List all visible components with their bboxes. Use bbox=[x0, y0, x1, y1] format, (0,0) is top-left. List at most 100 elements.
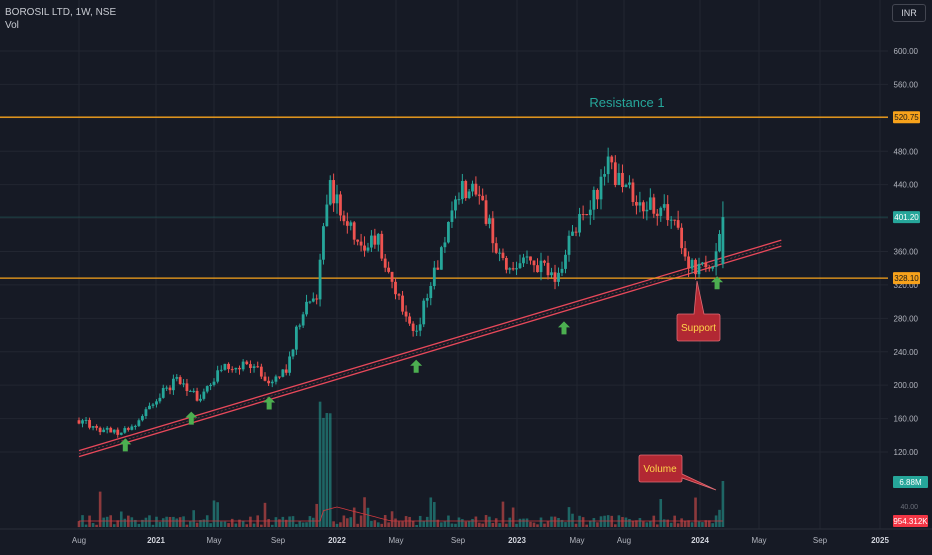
volume-value-badge[interactable] bbox=[893, 476, 928, 488]
up-arrow-icon[interactable] bbox=[410, 359, 423, 373]
up-arrow-icon[interactable] bbox=[711, 276, 724, 290]
candle-body bbox=[588, 209, 592, 216]
candle-body bbox=[116, 429, 120, 435]
candle-body bbox=[394, 281, 397, 295]
volume-bar bbox=[581, 517, 585, 527]
volume-value-badge[interactable] bbox=[893, 515, 928, 527]
volume-bar bbox=[701, 522, 704, 527]
candle-body bbox=[557, 272, 560, 282]
candle-body bbox=[560, 268, 564, 273]
volume-bar bbox=[553, 516, 557, 527]
volume-bar bbox=[394, 518, 397, 527]
price-label-badge[interactable] bbox=[893, 272, 920, 285]
volume-bar bbox=[189, 521, 192, 527]
volume-bar bbox=[599, 516, 603, 527]
time-axis[interactable]: Aug 2021 May Sep 2022 May Sep 2023 May Aug 2024 May… bbox=[0, 528, 932, 545]
volume-callout[interactable]: Volume bbox=[638, 454, 717, 491]
candle-body bbox=[109, 427, 113, 433]
currency-button[interactable]: INR bbox=[892, 4, 926, 22]
candle-body bbox=[328, 180, 332, 205]
resistance-label[interactable]: Resistance 1 bbox=[589, 95, 664, 110]
support-callout[interactable]: Support bbox=[676, 280, 721, 342]
candle-body bbox=[216, 370, 220, 382]
volume-bar bbox=[288, 516, 291, 527]
candle-body bbox=[641, 202, 645, 212]
candle-body bbox=[515, 268, 518, 270]
volume-bar bbox=[356, 523, 359, 527]
candle-body bbox=[308, 301, 312, 303]
price-tick-label: 280.00 bbox=[894, 314, 919, 323]
candle-body bbox=[518, 263, 522, 269]
candle-body bbox=[98, 427, 102, 433]
price-label-text: 401.20 bbox=[894, 213, 919, 222]
volume-bar bbox=[182, 516, 185, 527]
volume-bar bbox=[116, 520, 120, 527]
time-tick-label: Sep bbox=[271, 536, 286, 545]
volume-annotation-label[interactable]: Volume bbox=[643, 464, 677, 475]
time-tick-label: 2024 bbox=[691, 536, 709, 545]
volume-bar bbox=[718, 509, 721, 527]
volume-bar bbox=[298, 521, 302, 527]
volume-bar bbox=[525, 518, 529, 527]
price-label-badge[interactable] bbox=[893, 211, 920, 224]
candle-body bbox=[662, 204, 666, 208]
time-tick-label: 2023 bbox=[508, 536, 526, 545]
candle-body bbox=[165, 387, 169, 389]
volume-callout-box[interactable] bbox=[638, 454, 717, 491]
volume-bar bbox=[325, 413, 329, 527]
volume-bar bbox=[263, 502, 267, 527]
volume-bar bbox=[433, 502, 436, 527]
volume-bar bbox=[585, 524, 589, 527]
support-label[interactable]: Support bbox=[681, 323, 716, 334]
support-trendline[interactable] bbox=[78, 239, 782, 458]
candle-body bbox=[415, 330, 419, 332]
price-label-badge[interactable] bbox=[893, 111, 920, 124]
candle-body bbox=[102, 429, 106, 433]
volume-bar bbox=[436, 519, 440, 527]
up-arrow-icon[interactable] bbox=[185, 411, 198, 425]
candle-body bbox=[387, 267, 391, 272]
candle-body bbox=[484, 200, 488, 224]
volume-bar bbox=[481, 523, 484, 527]
volume-bar bbox=[260, 524, 263, 527]
volume-bar bbox=[560, 519, 564, 527]
volume-bar bbox=[91, 523, 95, 527]
candle-body bbox=[335, 194, 339, 204]
volume-bar bbox=[557, 517, 560, 527]
volume-bar bbox=[141, 519, 144, 527]
candlesticks bbox=[77, 147, 725, 438]
candle-body bbox=[267, 380, 271, 384]
volume-bar bbox=[252, 523, 256, 527]
volume-bar bbox=[387, 522, 390, 527]
candle-body bbox=[429, 286, 433, 299]
volume-bar bbox=[172, 516, 175, 527]
volume-bar bbox=[123, 518, 127, 527]
up-arrow-icon[interactable] bbox=[119, 438, 132, 452]
up-arrow-icon[interactable] bbox=[263, 396, 276, 410]
volume-bar bbox=[346, 518, 349, 527]
candle-body bbox=[659, 207, 663, 216]
candle-body bbox=[192, 390, 196, 392]
candle-body bbox=[543, 260, 546, 263]
candle-body bbox=[450, 210, 454, 222]
up-arrow-icon[interactable] bbox=[558, 321, 570, 335]
volume-bar bbox=[494, 518, 498, 527]
volume-bar bbox=[404, 516, 408, 527]
trendline-upper[interactable] bbox=[78, 239, 782, 452]
volume-bar bbox=[168, 516, 172, 527]
support-callout-box[interactable] bbox=[676, 280, 721, 342]
trendline-lower[interactable] bbox=[78, 245, 782, 458]
volume-bar bbox=[518, 518, 522, 527]
volume-bar bbox=[680, 518, 683, 527]
volume-bar bbox=[690, 522, 694, 527]
volume-bar bbox=[574, 523, 578, 527]
volume-bar bbox=[301, 522, 305, 527]
symbol-title[interactable]: BOROSIL LTD, 1W, NSE bbox=[5, 7, 117, 18]
volume-bar bbox=[267, 519, 270, 527]
volume-bar bbox=[655, 524, 659, 527]
candle-body bbox=[270, 381, 274, 384]
volume-bar bbox=[550, 516, 553, 527]
volume-legend-label[interactable]: Vol bbox=[5, 20, 19, 31]
